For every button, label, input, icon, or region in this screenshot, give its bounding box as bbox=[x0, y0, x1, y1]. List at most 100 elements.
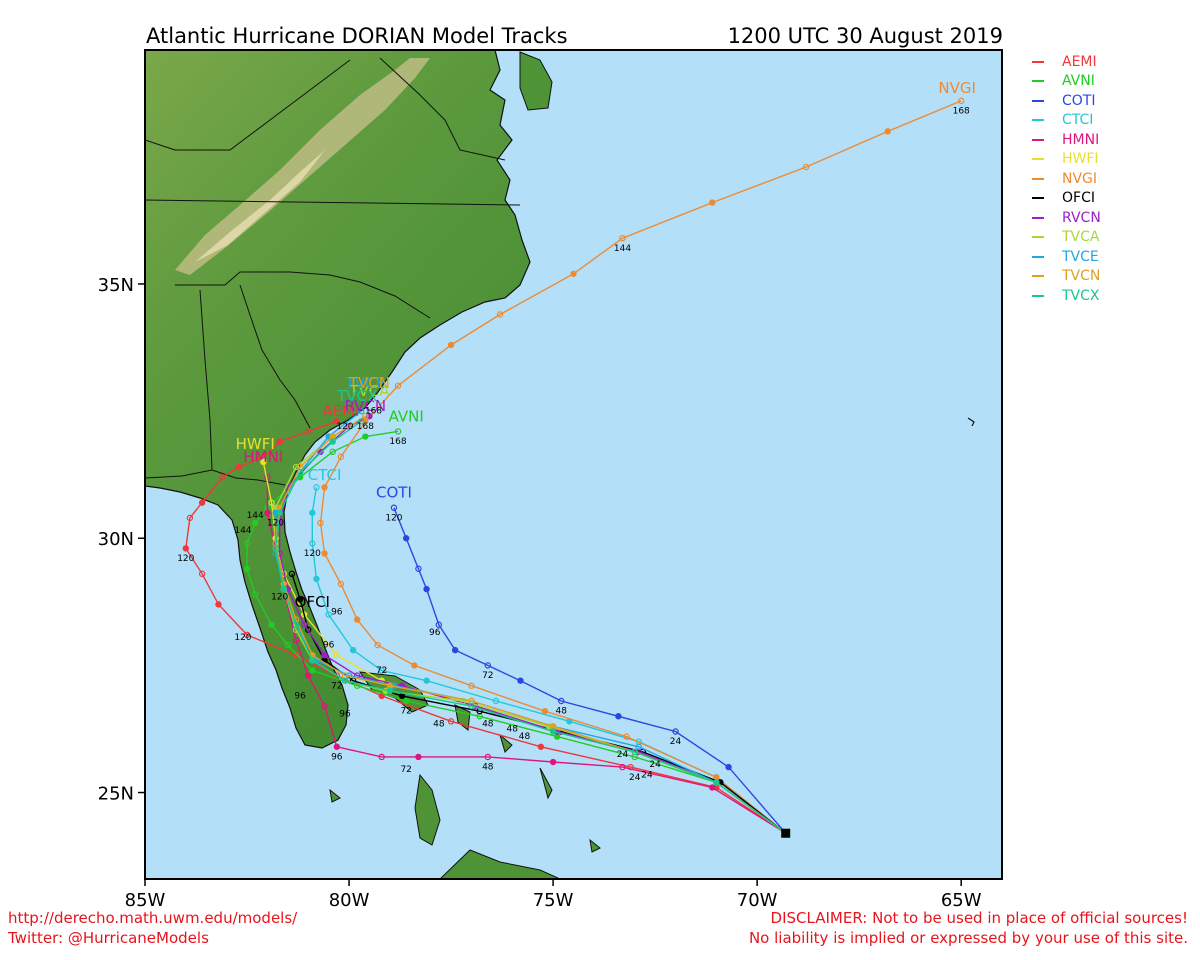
legend-item-tvca[interactable]: TVCA bbox=[1032, 228, 1197, 248]
track-nvgi[interactable] bbox=[317, 97, 965, 834]
track-point-nvgi bbox=[374, 641, 381, 649]
legend-swatch bbox=[1032, 197, 1044, 200]
track-point-tvcn bbox=[549, 723, 557, 730]
track-point-nvgi bbox=[541, 707, 549, 715]
track-point-aemi bbox=[215, 601, 222, 608]
legend-swatch bbox=[1032, 275, 1044, 278]
twitter-handle[interactable]: Twitter: @HurricaneModels bbox=[8, 929, 209, 947]
track-point-nvgi bbox=[337, 580, 345, 588]
legend-item-tvcn[interactable]: TVCN bbox=[1032, 267, 1197, 287]
track-point-aemi bbox=[627, 763, 634, 771]
track-point-ctci bbox=[349, 646, 357, 654]
track-point-avni bbox=[284, 641, 292, 649]
track-point-coti bbox=[517, 677, 524, 684]
track-point-ctci bbox=[313, 484, 320, 491]
track-point-avni bbox=[251, 519, 259, 527]
legend-item-hmni[interactable]: HMNI bbox=[1032, 130, 1197, 150]
legend-label: COTI bbox=[1062, 92, 1096, 109]
x-tick-label: 75W bbox=[533, 890, 574, 911]
forecast-hour-label: 24 bbox=[649, 760, 661, 770]
model-label-hwfi: HWFI bbox=[236, 435, 275, 453]
model-legend: AEMI AVNI COTI CTCI HMNI HWFI NVGI OFCI RVCN TVCA… bbox=[1032, 52, 1197, 306]
track-coti[interactable] bbox=[390, 504, 787, 834]
track-point-hmni bbox=[484, 753, 491, 761]
track-point-hwfi bbox=[333, 652, 341, 659]
track-point-avni bbox=[268, 621, 275, 628]
track-point-nvgi bbox=[709, 199, 716, 206]
legend-swatch bbox=[1032, 99, 1044, 102]
track-labels: AEMI 120 AVNI 168 120 48 COTI 120 96 72 48 24 CTCI 12… bbox=[177, 79, 976, 838]
legend-item-rvcn[interactable]: RVCN bbox=[1032, 208, 1197, 228]
track-point-ctci bbox=[313, 575, 320, 583]
forecast-hour-label: 96 bbox=[339, 709, 351, 719]
track-point-tvcx bbox=[272, 545, 279, 552]
track-point-rvcn bbox=[345, 423, 353, 430]
track-point-aemi bbox=[276, 438, 283, 445]
track-avni[interactable] bbox=[243, 428, 787, 834]
legend-label: TVCA bbox=[1062, 229, 1100, 246]
y-tick-label: 35N bbox=[98, 275, 134, 296]
track-point-rvcn bbox=[321, 652, 328, 659]
track-point-tvcx bbox=[386, 687, 394, 695]
track-point-nvgi bbox=[713, 774, 720, 781]
track-point-tvcx bbox=[631, 748, 638, 756]
track-point-avni bbox=[243, 540, 251, 547]
legend-item-ctci[interactable]: CTCI bbox=[1032, 111, 1197, 131]
source-url[interactable]: http://derecho.math.uwm.edu/models/ bbox=[8, 909, 298, 927]
legend-label: TVCN bbox=[1062, 268, 1101, 285]
track-point-aemi bbox=[198, 499, 206, 506]
legend-swatch bbox=[1032, 158, 1044, 161]
y-tick-label: 25N bbox=[98, 784, 134, 805]
legend-item-ofci[interactable]: OFCI bbox=[1032, 189, 1197, 209]
model-tracks bbox=[182, 97, 965, 834]
forecast-hour-label: 120 bbox=[234, 633, 251, 643]
track-point-tvcx bbox=[341, 677, 349, 684]
forecast-hour-label: 168 bbox=[389, 437, 406, 447]
track-point-nvgi bbox=[884, 128, 891, 135]
track-point-ofci bbox=[305, 626, 312, 633]
forecast-hour-label: 72 bbox=[400, 707, 411, 717]
forecast-hour-label: 120 bbox=[336, 422, 353, 432]
track-point-hmni bbox=[321, 702, 328, 710]
state-borders bbox=[145, 57, 521, 486]
track-point-hmni bbox=[264, 509, 271, 517]
track-point-avni bbox=[251, 590, 259, 598]
legend-swatch bbox=[1032, 138, 1044, 141]
track-point-coti bbox=[423, 585, 430, 593]
forecast-hour-label: 120 bbox=[177, 554, 194, 564]
forecast-hour-label: 48 bbox=[519, 732, 531, 742]
track-point-ofci bbox=[288, 570, 296, 578]
track-point-aemi bbox=[333, 418, 341, 425]
legend-label: HWFI bbox=[1062, 151, 1099, 168]
legend-item-coti[interactable]: COTI bbox=[1032, 91, 1197, 111]
legend-item-tvce[interactable]: TVCE bbox=[1032, 247, 1197, 267]
track-point-tvcx bbox=[549, 728, 557, 735]
legend-item-nvgi[interactable]: NVGI bbox=[1032, 169, 1197, 189]
legend-item-avni[interactable]: AVNI bbox=[1032, 72, 1197, 92]
legend-item-aemi[interactable]: AEMI bbox=[1032, 52, 1197, 72]
map-datetime: 1200 UTC 30 August 2019 bbox=[727, 24, 1003, 48]
forecast-hour-label: 48 bbox=[482, 719, 494, 729]
legend-label: CTCI bbox=[1062, 112, 1094, 129]
model-label-avni: AVNI bbox=[389, 407, 424, 425]
legend-swatch bbox=[1032, 255, 1044, 258]
track-line-aemi bbox=[185, 420, 787, 834]
track-point-hmni bbox=[619, 763, 626, 771]
track-point-tvcx bbox=[276, 509, 283, 517]
forecast-hour-label: 48 bbox=[433, 719, 445, 729]
track-point-avni bbox=[362, 433, 369, 440]
track-point-coti bbox=[558, 697, 565, 705]
legend-swatch bbox=[1032, 119, 1044, 122]
track-point-nvgi bbox=[337, 453, 345, 461]
disclaimer-line-1: DISCLAIMER: Not to be used in place of o… bbox=[770, 909, 1188, 927]
model-label-tvcx: TVCX bbox=[336, 387, 377, 405]
legend-item-hwfi[interactable]: HWFI bbox=[1032, 150, 1197, 170]
forecast-hour-label: 24 bbox=[617, 750, 629, 760]
legend-item-tvcx[interactable]: TVCX bbox=[1032, 286, 1197, 306]
track-tvcx[interactable] bbox=[272, 418, 787, 834]
legend-label: RVCN bbox=[1062, 209, 1101, 226]
legend-label: OFCI bbox=[1062, 190, 1095, 207]
legend-swatch bbox=[1032, 236, 1044, 239]
track-point-avni bbox=[553, 733, 561, 740]
